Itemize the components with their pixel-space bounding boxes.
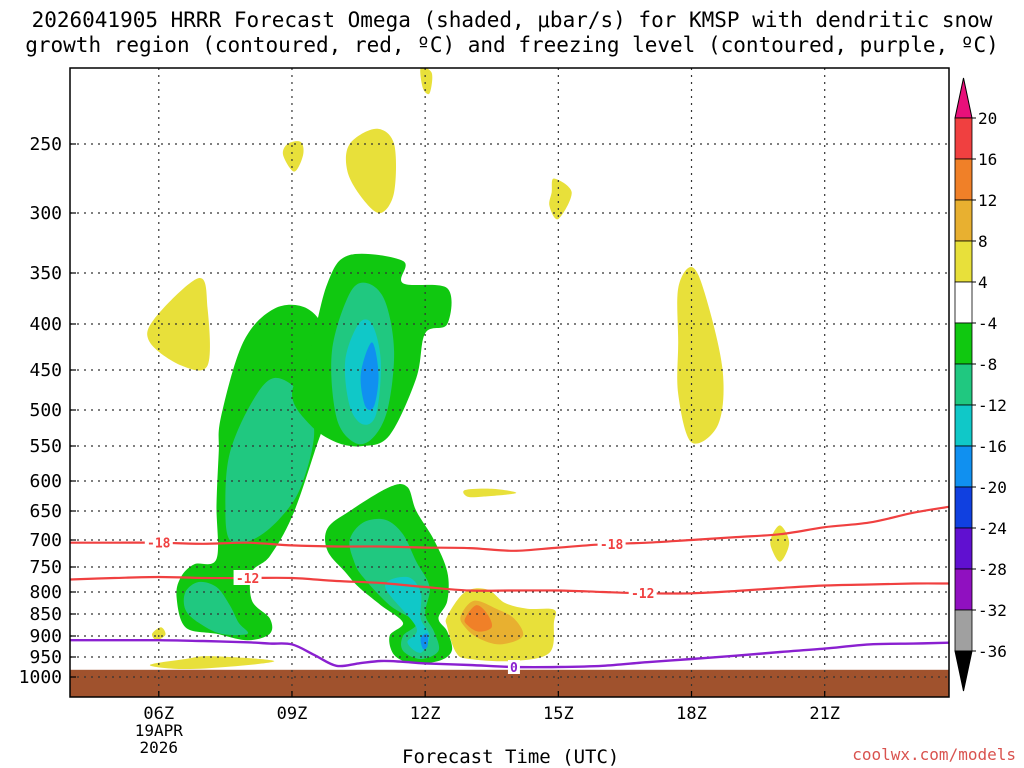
colorbar-segment-9	[954, 486, 973, 529]
colorbar-segment-1	[954, 158, 973, 201]
colorbar-segment-10	[954, 527, 973, 570]
colorbar-label-0: 20	[978, 109, 997, 128]
x-date-label-1: 2026	[140, 738, 179, 757]
omega-region-23	[420, 633, 429, 650]
growth-label-2: -12	[236, 572, 259, 587]
y-tick-label-900: 900	[29, 626, 62, 647]
omega-region-1	[282, 141, 304, 172]
growth-label-1: -18	[600, 538, 624, 553]
colorbar: 20 16 12 8 4 -4 -8 -12 -16 -20 -24 -28 -32 -36	[954, 77, 1007, 692]
colorbar-segment-6	[954, 363, 973, 406]
y-tick-label-750: 750	[29, 557, 62, 578]
y-tick-label-550: 550	[29, 436, 62, 457]
contour-labels: -18 -18 -12 -12 0	[144, 534, 657, 676]
freezing-level-label: 0	[510, 661, 518, 676]
colorbar-label-8: -16	[978, 437, 1007, 456]
omega-region-12	[464, 605, 493, 632]
plot-frame	[69, 67, 950, 698]
y-tick-label-300: 300	[29, 203, 62, 224]
colorbar-label-7: -12	[978, 396, 1007, 415]
growth-label-bg-3	[628, 585, 657, 601]
y-tick-label-850: 850	[29, 604, 62, 625]
colorbar-top-arrow	[954, 77, 973, 119]
contour-lines	[70, 505, 949, 669]
growth-label-3: -12	[631, 587, 654, 602]
x-tick-label-18Z: 18Z	[676, 704, 707, 724]
colorbar-label-10: -24	[978, 519, 1007, 538]
growth-label-bg-1	[597, 535, 626, 551]
omega-region-3	[549, 178, 572, 220]
growth-label-bg-2	[233, 570, 262, 585]
omega-region-8	[151, 627, 166, 641]
colorbar-segment-12	[954, 609, 973, 652]
y-tick-label-450: 450	[29, 360, 62, 381]
colorbar-label-12: -32	[978, 601, 1007, 620]
x-tick-label-21Z: 21Z	[809, 704, 840, 724]
y-tick-label-950: 950	[29, 647, 62, 668]
omega-region-2	[345, 128, 397, 214]
colorbar-label-9: -20	[978, 478, 1007, 497]
y-tick-label-350: 350	[29, 263, 62, 284]
freezing-level-contour	[70, 638, 949, 669]
colorbar-label-2: 12	[978, 191, 997, 210]
y-tick-label-700: 700	[29, 530, 62, 551]
x-tick-label-06Z: 06Z	[143, 704, 174, 724]
colorbar-segment-11	[954, 568, 973, 611]
y-tick-label-250: 250	[29, 134, 62, 155]
colorbar-segment-0	[954, 117, 973, 160]
omega-region-5	[677, 266, 724, 444]
colorbar-segment-3	[954, 240, 973, 283]
x-date-label-0: 19APR	[135, 721, 184, 740]
colorbar-segment-5	[954, 322, 973, 365]
chart-title-line1: 2026041905 HRRR Forecast Omega (shaded, …	[31, 8, 993, 32]
omega-region-15	[183, 581, 249, 636]
colorbar-segment-2	[954, 199, 973, 242]
freezing-label-bg	[507, 660, 520, 674]
omega-region-6	[463, 488, 517, 498]
colorbar-segment-7	[954, 404, 973, 447]
y-tick-label-1000: 1000	[19, 667, 62, 688]
growth-contour--12-2	[70, 575, 949, 595]
chart-title-line2: growth region (contoured, red, ºC) and f…	[25, 33, 999, 57]
growth-label-0: -18	[147, 537, 171, 552]
colorbar-label-4: 4	[978, 273, 988, 292]
colorbar-label-6: -8	[978, 355, 997, 374]
growth-label-bg-0	[144, 534, 173, 550]
x-tick-label-15Z: 15Z	[543, 704, 574, 724]
source-watermark: coolwx.com/models	[852, 745, 1016, 764]
colorbar-bottom-arrow	[954, 650, 973, 692]
y-tick-label-800: 800	[29, 582, 62, 603]
terrain-fill	[70, 669, 949, 697]
y-tick-label-500: 500	[29, 400, 62, 421]
y-tick-label-400: 400	[29, 314, 62, 335]
colorbar-segment-4	[954, 281, 973, 324]
colorbar-label-13: -36	[978, 642, 1007, 661]
x-tick-label-09Z: 09Z	[277, 704, 308, 724]
terrain-layer	[70, 669, 949, 697]
omega-region-19	[360, 342, 379, 410]
colorbar-label-11: -28	[978, 560, 1007, 579]
x-tick-label-12Z: 12Z	[410, 704, 441, 724]
omega-region-22	[385, 576, 430, 653]
omega-region-4	[147, 277, 210, 371]
colorbar-label-5: -4	[978, 314, 997, 333]
omega-region-9	[149, 656, 275, 670]
y-tick-label-600: 600	[29, 471, 62, 492]
y-axis: 2503003504004505005506006507007508008509…	[19, 134, 76, 688]
colorbar-label-1: 16	[978, 150, 997, 169]
omega-region-0	[420, 68, 433, 95]
colorbar-segment-8	[954, 445, 973, 488]
y-tick-label-650: 650	[29, 501, 62, 522]
growth-contour--18-0	[70, 505, 949, 552]
colorbar-label-3: 8	[978, 232, 988, 251]
x-axis-title: Forecast Time (UTC)	[402, 746, 620, 768]
